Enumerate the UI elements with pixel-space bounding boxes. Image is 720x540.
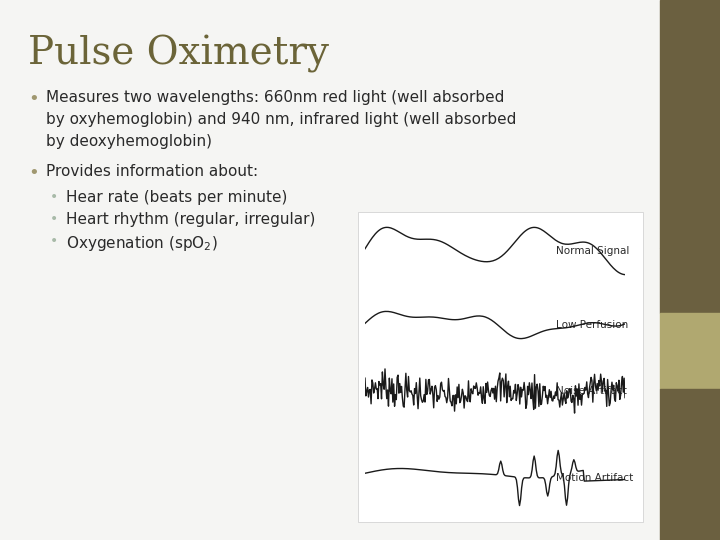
Bar <box>660 0 720 248</box>
Bar <box>660 313 720 389</box>
Bar <box>358 212 643 522</box>
Text: by deoxyhemoglobin): by deoxyhemoglobin) <box>46 134 212 149</box>
Text: Noise Artifact: Noise Artifact <box>556 386 627 396</box>
Text: •: • <box>50 212 58 226</box>
Text: •: • <box>28 164 39 182</box>
Text: •: • <box>50 234 58 248</box>
Text: Pulse Oximetry: Pulse Oximetry <box>28 35 329 73</box>
Text: •: • <box>28 90 39 108</box>
Text: Low Perfusion: Low Perfusion <box>556 320 629 330</box>
Text: by oxyhemoglobin) and 940 nm, infrared light (well absorbed: by oxyhemoglobin) and 940 nm, infrared l… <box>46 112 516 127</box>
Text: Hear rate (beats per minute): Hear rate (beats per minute) <box>66 190 287 205</box>
Text: Oxygenation (spO$_2$): Oxygenation (spO$_2$) <box>66 234 217 253</box>
Bar <box>660 389 720 540</box>
Bar <box>660 248 720 313</box>
Text: Heart rhythm (regular, irregular): Heart rhythm (regular, irregular) <box>66 212 315 227</box>
Text: Provides information about:: Provides information about: <box>46 164 258 179</box>
Text: Motion Artifact: Motion Artifact <box>556 473 634 483</box>
Text: Measures two wavelengths: 660nm red light (well absorbed: Measures two wavelengths: 660nm red ligh… <box>46 90 505 105</box>
Text: •: • <box>50 190 58 204</box>
Text: Normal Signal: Normal Signal <box>556 246 629 256</box>
